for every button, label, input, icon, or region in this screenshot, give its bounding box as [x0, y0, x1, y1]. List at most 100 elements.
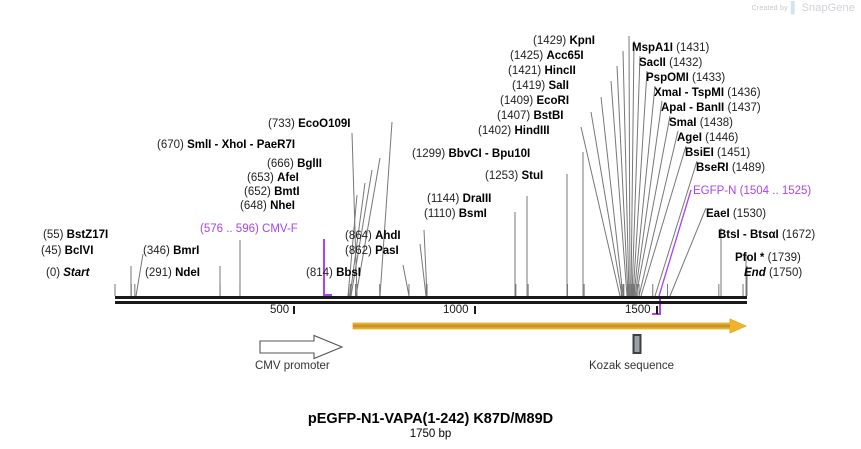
site-pos-bclvi: (45) — [41, 245, 62, 257]
site-pos-eaei: (1530) — [732, 208, 767, 220]
site-label-afei[interactable]: (653) AfeI — [247, 172, 299, 184]
site-label-bstz17i[interactable]: (55) BstZ17I — [43, 229, 108, 241]
watermark-brand-label: SnapGene — [801, 2, 855, 14]
feature-kozak-label: Kozak sequence — [589, 360, 675, 372]
site-name-btsi: BtsI - BtsαI — [718, 229, 779, 241]
site-pos-kpni: (1429) — [533, 35, 567, 47]
site-label-start[interactable]: (0) Start — [46, 267, 89, 279]
site-label-egfp-n[interactable]: EGFP-N (1504 .. 1525) — [693, 185, 811, 197]
site-pos-ecori: (1409) — [500, 95, 534, 107]
site-label-apai[interactable]: ApaI - BanII (1437) — [661, 102, 761, 114]
site-pos-bsiei: (1451) — [716, 147, 751, 159]
site-name-stui: StuI — [521, 170, 544, 182]
site-pos-sacii: (1432) — [669, 57, 703, 69]
site-name-bmri: BmrI — [173, 245, 200, 257]
site-name-smli: SmlI - XhoI - PaeR7I — [187, 139, 296, 151]
site-label-nhei[interactable]: (648) NheI — [240, 200, 295, 212]
site-label-mspa1i[interactable]: MspA1I (1431) — [632, 42, 709, 54]
site-name-ahdi: AhdI — [375, 230, 401, 242]
site-label-bglii[interactable]: (666) BglII — [267, 158, 322, 170]
site-label-bbsi[interactable]: (814) BbsI — [306, 267, 361, 279]
site-name-end: End — [744, 267, 766, 279]
site-name-bmti: BmtI — [274, 186, 300, 198]
site-pos-end: (1750) — [768, 267, 803, 279]
site-label-acc65i[interactable]: (1425) Acc65I — [510, 50, 584, 62]
ruler-line-bottom — [115, 301, 747, 304]
site-label-ecori[interactable]: (1409) EcoRI — [500, 95, 569, 107]
ruler-tick-500 — [293, 306, 295, 314]
site-pos-bmti: (652) — [244, 186, 271, 198]
site-pos-apai: (1437) — [727, 102, 761, 114]
site-name-bglii: BglII — [297, 158, 322, 170]
site-pos-xmai: (1436) — [727, 87, 761, 99]
site-label-stui[interactable]: (1253) StuI — [485, 170, 543, 182]
site-name-acc65i: Acc65I — [546, 50, 584, 62]
site-label-eaei[interactable]: EaeI (1530) — [706, 208, 766, 220]
site-label-bsmi[interactable]: (1110) BsmI — [424, 208, 487, 220]
site-pos-bmri: (346) — [143, 245, 170, 257]
site-label-ahdi[interactable]: (864) AhdI — [345, 230, 401, 242]
site-pos-start: (0) — [46, 267, 61, 279]
site-pos-pspomi: (1433) — [692, 72, 726, 84]
site-label-sali[interactable]: (1419) SalI — [512, 80, 569, 92]
site-name-bstz17i: BstZ17I — [66, 229, 109, 241]
site-label-bclvi[interactable]: (45) BclVI — [41, 245, 93, 257]
site-label-pasi[interactable]: (862) PasI — [345, 245, 399, 257]
site-name-hincii: HincII — [544, 65, 576, 77]
site-label-agei[interactable]: AgeI (1446) — [677, 132, 738, 144]
site-label-pspomi[interactable]: PspOMI (1433) — [646, 72, 725, 84]
site-name-pspomi: PspOMI — [646, 72, 689, 84]
site-pos-ecoo109i: (733) — [268, 118, 295, 130]
site-pos-acc65i: (1425) — [510, 50, 544, 62]
site-label-hindiii[interactable]: (1402) HindIII — [478, 125, 550, 137]
site-label-draiii[interactable]: (1144) DraIII — [427, 193, 491, 205]
site-label-bbvci[interactable]: (1299) BbvCI - Bpu10I — [412, 148, 530, 160]
site-name-bbvci: BbvCI - Bpu10I — [448, 148, 531, 160]
site-label-cmv-f[interactable]: (576 .. 596) CMV-F — [200, 223, 298, 235]
site-label-xmai[interactable]: XmaI - TspMI (1436) — [654, 87, 761, 99]
site-name-ecori: EcoRI — [536, 95, 570, 107]
site-label-ndei[interactable]: (291) NdeI — [145, 267, 200, 279]
site-name-bsmi: BsmI — [458, 208, 487, 220]
site-label-hincii[interactable]: (1421) HincII — [508, 65, 576, 77]
feature-orf-arrow[interactable] — [352, 318, 748, 334]
site-label-kpni[interactable]: (1429) KpnI — [533, 35, 595, 47]
site-label-bsiei[interactable]: BsiEI (1451) — [685, 147, 750, 159]
site-pos-pfoi: (1739) — [767, 252, 801, 264]
site-label-bseri[interactable]: BseRI (1489) — [696, 162, 765, 174]
ruler-tick-1500 — [656, 306, 658, 314]
site-pos-egfp-n: (1504 .. 1525) — [739, 185, 812, 197]
site-label-sacii[interactable]: SacII (1432) — [639, 57, 702, 69]
site-name-eaei: EaeI — [706, 208, 730, 220]
site-label-bstbi[interactable]: (1407) BstBI — [497, 110, 563, 122]
site-name-agei: AgeI — [677, 132, 702, 144]
site-label-smli[interactable]: (670) SmlI - XhoI - PaeR7I — [157, 139, 295, 151]
site-name-xmai: XmaI - TspMI — [654, 87, 725, 99]
site-name-start: Start — [63, 267, 90, 279]
site-name-ndei: NdeI — [175, 267, 200, 279]
site-pos-bbvci: (1299) — [412, 148, 446, 160]
site-name-sacii: SacII — [639, 57, 666, 69]
site-name-bbsi: BbsI — [336, 267, 361, 279]
site-name-pfoi: PfoI * — [735, 252, 765, 264]
feature-cmv-promoter-arrow[interactable] — [258, 334, 344, 360]
site-pos-draiii: (1144) — [427, 193, 460, 205]
site-name-hindiii: HindIII — [514, 125, 550, 137]
site-label-ecoo109i[interactable]: (733) EcoO109I — [268, 118, 350, 130]
site-pos-afei: (653) — [247, 172, 274, 184]
feature-cmv-promoter-label: CMV promoter — [255, 360, 330, 372]
site-label-smai[interactable]: SmaI (1438) — [669, 117, 733, 129]
site-label-btsi[interactable]: BtsI - BtsαI (1672) — [718, 229, 815, 241]
site-label-bmti[interactable]: (652) BmtI — [244, 186, 300, 198]
site-label-bmri[interactable]: (346) BmrI — [143, 245, 199, 257]
site-pos-mspa1i: (1431) — [676, 42, 710, 54]
snapgene-watermark: Created by ▌ SnapGene — [752, 2, 855, 14]
site-name-apai: ApaI - BanII — [661, 102, 725, 114]
ruler-tick-1000 — [474, 306, 476, 314]
site-label-end[interactable]: End (1750) — [744, 267, 802, 279]
feature-kozak-box[interactable] — [631, 334, 643, 354]
site-pos-smai: (1438) — [699, 117, 733, 129]
site-label-pfoi[interactable]: PfoI * (1739) — [735, 252, 801, 264]
ruler-tick-label-1000: 1000 — [443, 304, 469, 316]
site-name-pasi: PasI — [375, 245, 399, 257]
